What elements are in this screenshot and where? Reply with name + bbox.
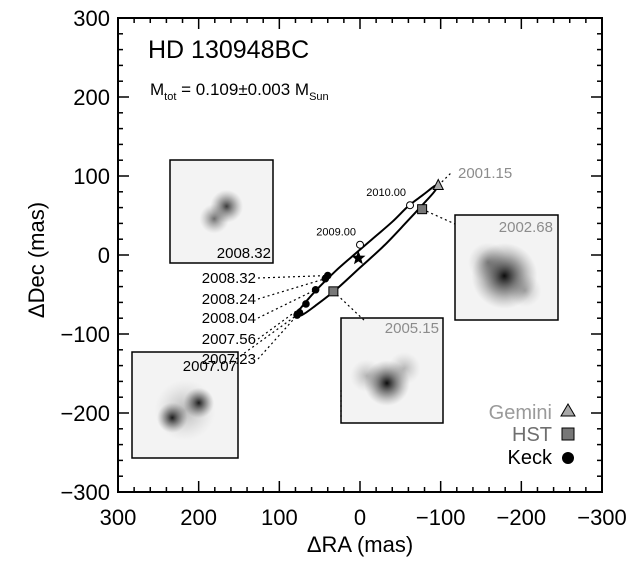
y-tick-label: −200 (60, 401, 110, 426)
y-axis-title: ΔDec (mas) (24, 202, 49, 318)
x-tick-label: −100 (416, 505, 466, 530)
y-tick-label: 200 (73, 85, 110, 110)
x-tick-label: −300 (577, 505, 627, 530)
inset-epoch-label: 2008.32 (217, 245, 271, 262)
predicted-epoch-marker (356, 240, 364, 249)
y-tick-label: −100 (60, 322, 110, 347)
x-tick-label: 200 (180, 505, 217, 530)
inset-epoch-label: 2005.15 (385, 320, 439, 337)
inset-blob (468, 242, 508, 283)
primary-star-marker (351, 250, 366, 265)
mass-unit-sub: Sun (309, 91, 329, 103)
legend-label-keck: Keck (508, 447, 553, 469)
inset-blob (387, 352, 421, 385)
inset-epoch-label: 2002.68 (499, 219, 553, 236)
x-tick-label: 0 (354, 505, 366, 530)
x-tick-label: −200 (497, 505, 547, 530)
keck-epoch-label: 2008.04 (202, 310, 256, 327)
predicted-epoch-label: 2009.00 (316, 227, 356, 239)
inset-blob (199, 203, 230, 234)
gemini-epoch-label: 2001.15 (458, 165, 512, 182)
keck-marker (311, 285, 320, 294)
keck-marker (293, 311, 301, 319)
leader-line (257, 278, 326, 300)
y-tick-label: −300 (60, 480, 110, 505)
predicted-epoch-label: 2010.00 (366, 187, 406, 199)
inset-blob (350, 359, 383, 393)
legend-marker-hst (561, 427, 575, 441)
leader-line (231, 314, 298, 363)
leader-lines (231, 171, 456, 420)
leader-line (437, 171, 453, 186)
keck-epoch-label: 2008.24 (202, 291, 256, 308)
legend-label-hst: HST (512, 424, 552, 446)
chart-title: HD 130948BC (148, 36, 309, 64)
leader-line (257, 274, 328, 279)
gemini-marker (432, 178, 445, 190)
keck-epoch-label: 2007.56 (202, 331, 256, 348)
image-inset (340, 317, 444, 424)
x-axis-title: ΔRA (mas) (307, 532, 413, 557)
keck-epoch-label: 2008.32 (202, 270, 256, 287)
mass-value: = 0.109±0.003 M (176, 80, 309, 99)
legend-marker-gemini (560, 403, 576, 417)
predicted-epoch-marker (406, 201, 415, 210)
keck-epoch-label: 2007.23 (202, 351, 256, 368)
y-tick-label: 100 (73, 164, 110, 189)
mass-label: Mtot = 0.109±0.003 MSun (150, 80, 329, 103)
mass-prefix: M (150, 80, 164, 99)
inset-blob (508, 274, 542, 308)
x-tick-label: 300 (100, 505, 137, 530)
plot-marks: 2008.32 2008.24 2008.04 2007.56 2007.23 2001.… (202, 165, 512, 368)
hst-marker (417, 204, 428, 215)
legend-label-gemini: Gemini (489, 402, 552, 424)
leader-line (257, 289, 316, 319)
inset-epoch-label: 2007.07 (183, 358, 237, 375)
image-inset (169, 159, 274, 264)
inset-blob (154, 379, 216, 441)
keck-marker (302, 300, 310, 308)
keck-marker (321, 274, 330, 283)
leader-line (257, 312, 300, 360)
image-inset (454, 214, 559, 321)
image-insets: 2008.32 2002.68 2005.15 2007.07 (131, 159, 559, 459)
mass-prefix-sub: tot (164, 91, 176, 103)
image-inset (131, 351, 239, 459)
legend: Gemini HST Keck (489, 402, 576, 469)
y-tick-label: 0 (98, 243, 110, 268)
y-tick-label: 300 (73, 6, 110, 31)
hst-marker (328, 286, 339, 297)
x-tick-label: 100 (261, 505, 298, 530)
axes: 300 200 100 0 −100 −200 −3003002001000−100−200… (60, 6, 626, 530)
leader-line (421, 208, 456, 225)
legend-marker-keck (562, 452, 574, 464)
